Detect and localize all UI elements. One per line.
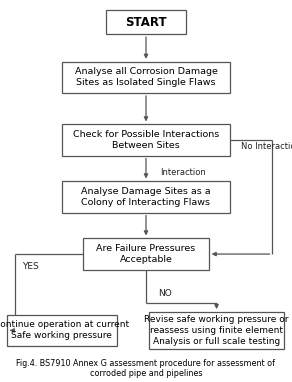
Text: Are Failure Pressures
Acceptable: Are Failure Pressures Acceptable — [96, 244, 196, 264]
Text: START: START — [125, 16, 167, 29]
Text: Analyse all Corrosion Damage
Sites as Isolated Single Flaws: Analyse all Corrosion Damage Sites as Is… — [74, 67, 218, 87]
FancyBboxPatch shape — [62, 62, 230, 93]
Text: NO: NO — [158, 289, 171, 298]
Text: Analyse Damage Sites as a
Colony of Interacting Flaws: Analyse Damage Sites as a Colony of Inte… — [81, 187, 211, 207]
FancyBboxPatch shape — [62, 124, 230, 155]
FancyBboxPatch shape — [83, 238, 209, 270]
Text: Check for Possible Interactions
Between Sites: Check for Possible Interactions Between … — [73, 130, 219, 150]
Text: Interaction: Interaction — [160, 168, 206, 177]
Text: YES: YES — [22, 262, 39, 270]
Text: Fig.4. BS7910 Annex G assessment procedure for assessment of corroded pipe and p: Fig.4. BS7910 Annex G assessment procedu… — [17, 359, 275, 378]
FancyBboxPatch shape — [106, 10, 186, 34]
Text: Revise safe working pressure or
reassess using finite element
Analysis or full s: Revise safe working pressure or reassess… — [144, 315, 289, 346]
FancyBboxPatch shape — [62, 181, 230, 213]
Text: Continue operation at current
Safe working pressure: Continue operation at current Safe worki… — [0, 320, 129, 340]
FancyBboxPatch shape — [149, 312, 284, 349]
FancyBboxPatch shape — [7, 315, 117, 346]
Text: No Interaction: No Interaction — [241, 142, 292, 151]
